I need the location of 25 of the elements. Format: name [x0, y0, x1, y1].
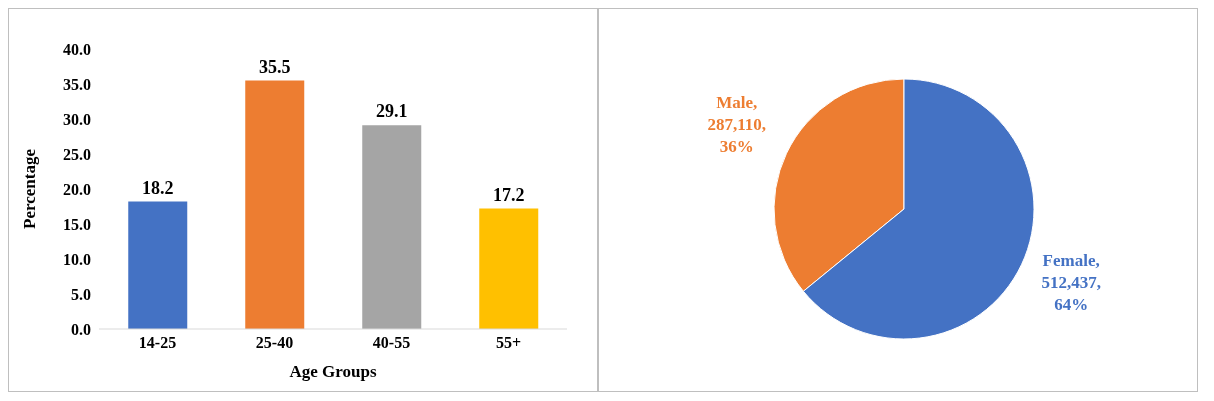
bar: [245, 80, 305, 329]
y-tick-label: 35.0: [63, 75, 91, 93]
x-tick-label: 25-40: [255, 334, 294, 352]
y-tick-label: 20.0: [63, 180, 91, 198]
y-tick-label: 0.0: [71, 320, 91, 338]
data-label: 18.2: [142, 177, 174, 198]
x-tick-label: 55+: [495, 334, 522, 352]
data-label: 29.1: [376, 101, 408, 122]
data-label: 35.5: [259, 56, 291, 77]
y-tick-label: 15.0: [63, 215, 91, 233]
y-tick-label: 40.0: [63, 40, 91, 58]
slice-label: Female, 512,437, 64%: [1041, 251, 1101, 315]
y-axis-title: Percentage: [20, 148, 40, 229]
x-axis-title: Age Groups: [289, 362, 377, 381]
y-tick-label: 30.0: [63, 110, 91, 128]
y-tick-label: 5.0: [71, 285, 91, 303]
x-tick-label: 14-25: [138, 334, 177, 352]
bar: [128, 201, 188, 329]
bar: [362, 125, 422, 329]
data-label: 17.2: [493, 184, 525, 205]
slice-label: Male, 287,110, 36%: [707, 92, 767, 156]
y-tick-label: 25.0: [63, 145, 91, 163]
bar: [479, 208, 539, 329]
x-tick-label: 40-55: [372, 334, 411, 352]
y-tick-label: 10.0: [63, 250, 91, 268]
